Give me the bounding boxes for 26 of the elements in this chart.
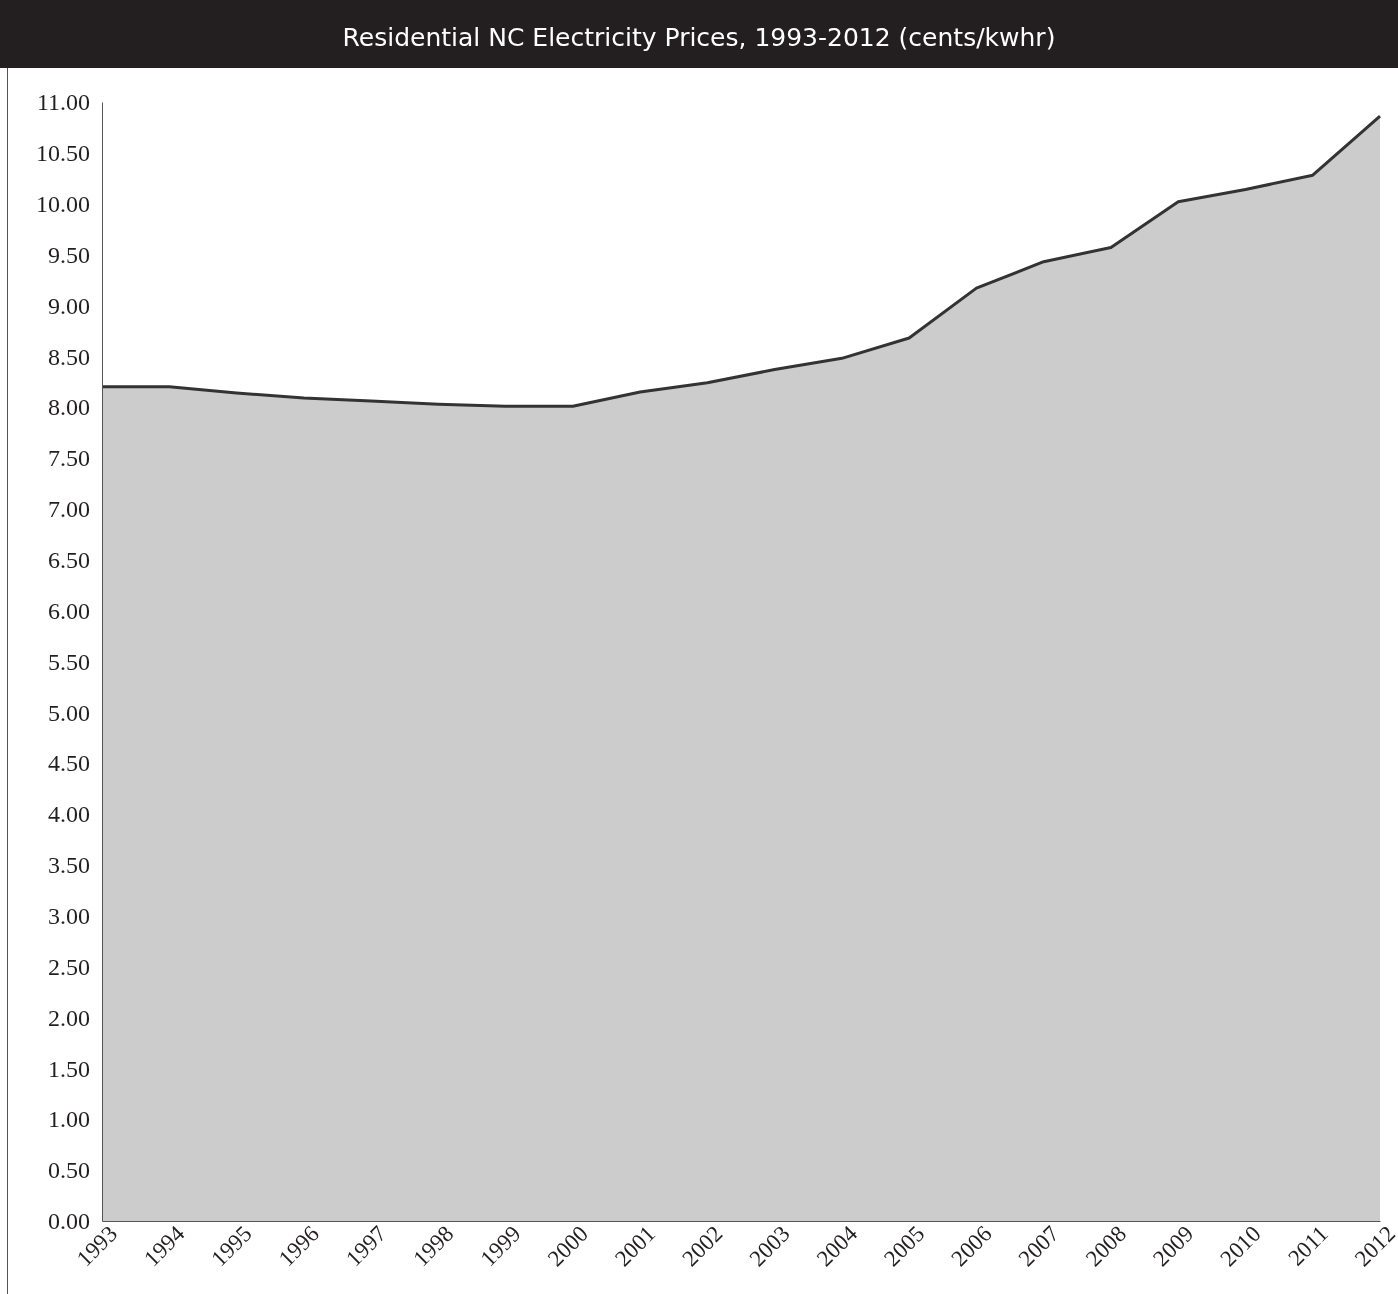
x-tick-label: 1999	[475, 1220, 526, 1272]
x-tick-label: 2011	[1283, 1220, 1333, 1271]
y-tick-label: 2.00	[48, 1004, 90, 1031]
y-tick-label: 3.50	[48, 852, 90, 879]
y-tick-label: 1.50	[48, 1055, 90, 1082]
y-tick-label: 5.00	[48, 699, 90, 726]
y-tick-label: 6.00	[48, 597, 90, 624]
y-tick-label: 1.00	[48, 1106, 90, 1133]
y-tick-label: 4.00	[48, 801, 90, 828]
y-tick-label: 7.00	[48, 496, 90, 523]
y-tick-label: 2.50	[48, 953, 90, 980]
y-tick-label: 4.50	[48, 750, 90, 777]
y-tick-label: 3.00	[48, 903, 90, 929]
y-tick-label: 5.50	[48, 648, 90, 675]
y-tick-label: 9.00	[48, 292, 90, 319]
chart-title: Residential NC Electricity Prices, 1993-2012 (cents/kwhr)	[342, 23, 1056, 52]
y-tick-label: 11.00	[36, 89, 90, 116]
y-tick-label: 6.50	[48, 546, 90, 573]
y-tick-label: 0.00	[48, 1208, 90, 1235]
y-tick-label: 8.50	[48, 343, 90, 370]
y-tick-label: 0.50	[48, 1157, 90, 1184]
y-tick-label: 10.00	[36, 190, 90, 217]
y-tick-label: 7.50	[48, 445, 90, 472]
y-tick-label: 9.50	[48, 241, 90, 268]
y-tick-label: 8.00	[48, 394, 90, 421]
y-tick-label: 10.50	[36, 140, 90, 167]
